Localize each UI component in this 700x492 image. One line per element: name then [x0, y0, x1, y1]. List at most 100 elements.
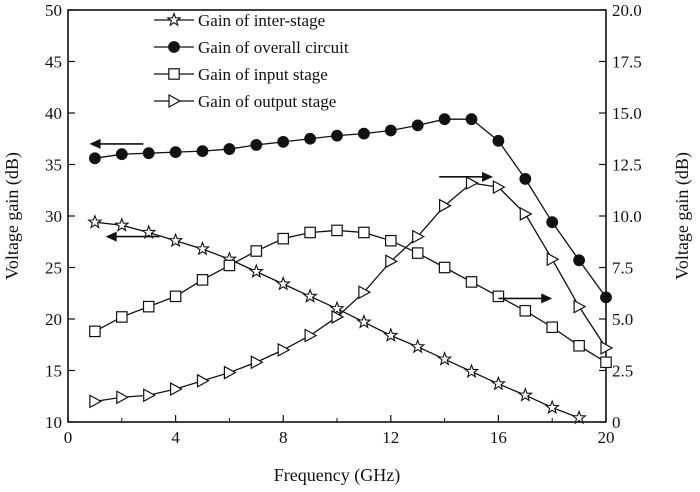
series-3 [89, 176, 614, 409]
data-point [571, 409, 587, 425]
data-point [465, 176, 479, 191]
y-left-tick-label: 50 [45, 1, 62, 20]
data-point [115, 148, 128, 161]
y-left-axis-label: Voltage gain (dB) [2, 152, 23, 280]
data-point [544, 399, 560, 415]
data-point [277, 135, 290, 148]
arrow-head [89, 138, 101, 149]
y-right-tick-label: 7.5 [612, 259, 633, 278]
data-point [384, 124, 397, 137]
data-point [411, 119, 424, 132]
data-point [223, 143, 236, 155]
y-left-tick-label: 35 [45, 156, 62, 175]
data-point [142, 300, 155, 313]
legend-label: Gain of input stage [198, 65, 328, 84]
data-point [250, 139, 263, 151]
data-point [250, 355, 264, 370]
y-left-tick-label: 40 [45, 104, 62, 123]
data-point [573, 254, 585, 267]
x-tick-label: 20 [598, 428, 615, 447]
data-point [196, 373, 210, 388]
y-left-axis-ticks: 10 15 20 25 30 35 40 45 50 [45, 1, 75, 432]
legend: Gain of inter-stage Gain of overall circu… [154, 11, 349, 111]
data-point [546, 321, 558, 334]
data-point [89, 152, 101, 165]
data-point [115, 311, 128, 323]
legend-label: Gain of inter-stage [198, 11, 325, 30]
data-point [196, 274, 209, 286]
data-point [302, 288, 318, 303]
data-point [114, 217, 130, 232]
data-point [89, 325, 101, 338]
y-right-tick-label: 15.0 [612, 104, 642, 123]
y-right-tick-label: 20.0 [612, 1, 642, 20]
y-right-axis-label: Voltage gain (dB) [672, 152, 693, 280]
legend-marker [168, 41, 180, 53]
y-left-tick-label: 25 [45, 259, 62, 278]
data-point [438, 261, 451, 274]
arrow-head [541, 293, 553, 304]
legend-item: Gain of output stage [154, 92, 336, 111]
series-0 [87, 214, 587, 425]
y-right-tick-label: 2.5 [612, 362, 633, 381]
data-point [275, 275, 291, 291]
x-tick-label: 16 [490, 428, 507, 447]
data-point [573, 339, 585, 352]
data-point [438, 113, 451, 126]
data-point [248, 263, 264, 279]
data-point [143, 388, 156, 403]
arrow-head [482, 171, 494, 182]
data-point [167, 232, 184, 248]
y-left-tick-label: 15 [45, 362, 62, 381]
data-point [250, 245, 263, 257]
data-point [169, 290, 182, 303]
data-point [196, 145, 209, 158]
y-left-tick-label: 10 [45, 413, 62, 432]
legend-item: Gain of inter-stage [154, 11, 325, 30]
axis-indicator-arrow [498, 293, 553, 304]
y-left-tick-label: 30 [45, 207, 62, 226]
y-right-tick-label: 5.0 [612, 310, 633, 329]
x-axis-label: Frequency (GHz) [274, 465, 400, 486]
series-layer [87, 113, 614, 425]
data-point [356, 313, 372, 329]
data-point [410, 338, 426, 354]
data-point [223, 365, 237, 380]
data-point [383, 327, 399, 343]
data-point [358, 226, 370, 239]
data-point [492, 134, 505, 147]
data-point [304, 132, 317, 145]
data-point [170, 382, 183, 397]
series-1 [89, 113, 612, 304]
legend-label: Gain of output stage [198, 92, 336, 111]
data-point [331, 309, 345, 324]
legend-item: Gain of input stage [154, 65, 328, 84]
x-tick-label: 4 [171, 428, 180, 447]
plot-area: 0 4 8 12 16 20 10 15 20 25 30 35 40 45 50 0 2.5 5.0 7.5 1… [45, 1, 642, 447]
x-tick-label: 8 [279, 428, 288, 447]
data-point [385, 254, 399, 269]
annotation-layer [89, 138, 553, 304]
data-point [331, 224, 343, 237]
data-point [141, 224, 157, 240]
data-point [116, 390, 130, 405]
arrow-head [105, 231, 117, 242]
data-point [573, 299, 587, 314]
data-point [436, 351, 453, 366]
data-point [358, 285, 372, 300]
data-point [600, 356, 612, 369]
data-point [304, 328, 318, 343]
data-point [329, 300, 345, 316]
data-point [411, 247, 424, 259]
data-point [194, 240, 211, 256]
y-right-tick-label: 17.5 [612, 53, 642, 72]
data-point [492, 180, 506, 195]
x-axis-ticks: 0 4 8 12 16 20 [64, 415, 615, 447]
data-point [519, 304, 532, 317]
data-point [546, 252, 560, 267]
data-point [546, 216, 559, 229]
data-point [412, 229, 425, 244]
data-point [169, 146, 182, 159]
legend-marker [166, 11, 182, 27]
